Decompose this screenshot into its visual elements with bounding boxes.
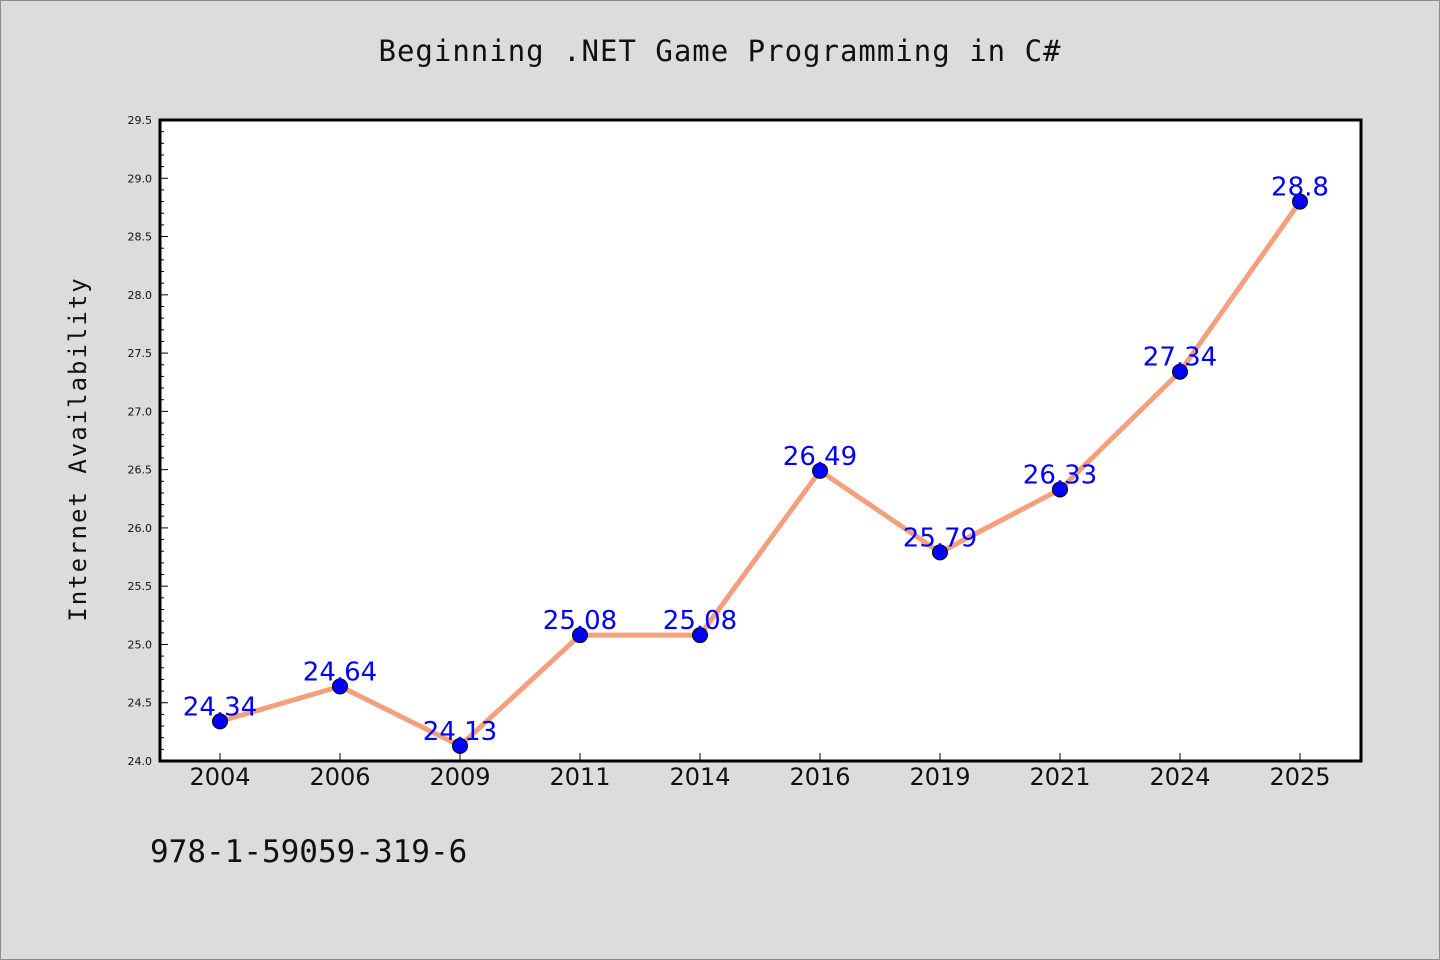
y-tick-label: 24.5 bbox=[128, 697, 153, 710]
x-tick-label: 2014 bbox=[669, 763, 730, 791]
y-tick-label: 28.0 bbox=[128, 289, 153, 302]
data-point bbox=[1052, 481, 1068, 498]
data-point bbox=[692, 627, 708, 644]
data-label: 25.08 bbox=[663, 606, 737, 636]
data-point bbox=[812, 462, 828, 479]
data-point bbox=[332, 678, 348, 695]
y-tick-label: 25.0 bbox=[128, 638, 153, 651]
data-label: 27.34 bbox=[1143, 343, 1217, 373]
data-label: 24.34 bbox=[183, 692, 257, 722]
data-label: 26.49 bbox=[783, 442, 857, 472]
data-point bbox=[452, 737, 468, 754]
y-tick-label: 28.5 bbox=[128, 231, 153, 244]
y-tick-label: 29.5 bbox=[128, 114, 153, 127]
y-axis-label: Internet Availability bbox=[64, 276, 92, 621]
x-tick-label: 2006 bbox=[309, 763, 370, 791]
y-tick-label: 27.5 bbox=[128, 347, 153, 360]
x-tick-label: 2004 bbox=[189, 763, 250, 791]
y-axis: 24.0 24.5 25.0 25.5 26.0 26.5 27.0 27.5 28.0 28.5… bbox=[128, 114, 168, 768]
y-tick-label: 25.5 bbox=[128, 580, 153, 593]
data-point bbox=[1172, 363, 1188, 380]
data-label: 26.33 bbox=[1023, 460, 1097, 490]
data-label: 25.08 bbox=[543, 606, 617, 636]
x-axis: 2004 2006 2009 2011 2014 2016 2019 2021 2024 2025 bbox=[189, 753, 1331, 791]
y-tick-label: 24.0 bbox=[128, 755, 153, 768]
x-tick-label: 2019 bbox=[909, 763, 970, 791]
data-point bbox=[932, 544, 948, 561]
x-tick-label: 2009 bbox=[429, 763, 490, 791]
isbn-footnote: 978-1-59059-319-6 bbox=[150, 834, 468, 870]
y-tick-label: 26.5 bbox=[128, 464, 153, 477]
y-tick-label: 27.0 bbox=[128, 405, 153, 418]
y-tick-label: 29.0 bbox=[128, 172, 153, 185]
data-labels: 24.34 24.64 24.13 25.08 25.08 26.49 25.79 26.33… bbox=[183, 173, 1329, 747]
data-label: 24.13 bbox=[423, 717, 497, 747]
x-tick-label: 2016 bbox=[789, 763, 850, 791]
data-label: 28.8 bbox=[1271, 173, 1329, 203]
x-tick-label: 2021 bbox=[1029, 763, 1090, 791]
data-label: 25.79 bbox=[903, 523, 977, 553]
data-label: 24.64 bbox=[303, 657, 377, 687]
chart-title: Beginning .NET Game Programming in C# bbox=[378, 34, 1062, 68]
x-tick-label: 2024 bbox=[1149, 763, 1210, 791]
series-markers bbox=[212, 193, 1308, 754]
x-tick-label: 2011 bbox=[549, 763, 610, 791]
x-tick-label: 2025 bbox=[1269, 763, 1330, 791]
y-tick-label: 26.0 bbox=[128, 522, 153, 535]
plot-area bbox=[158, 118, 1363, 763]
data-point bbox=[572, 627, 588, 644]
series-line bbox=[219, 200, 1303, 749]
data-point bbox=[212, 713, 228, 730]
data-point bbox=[1292, 193, 1308, 210]
